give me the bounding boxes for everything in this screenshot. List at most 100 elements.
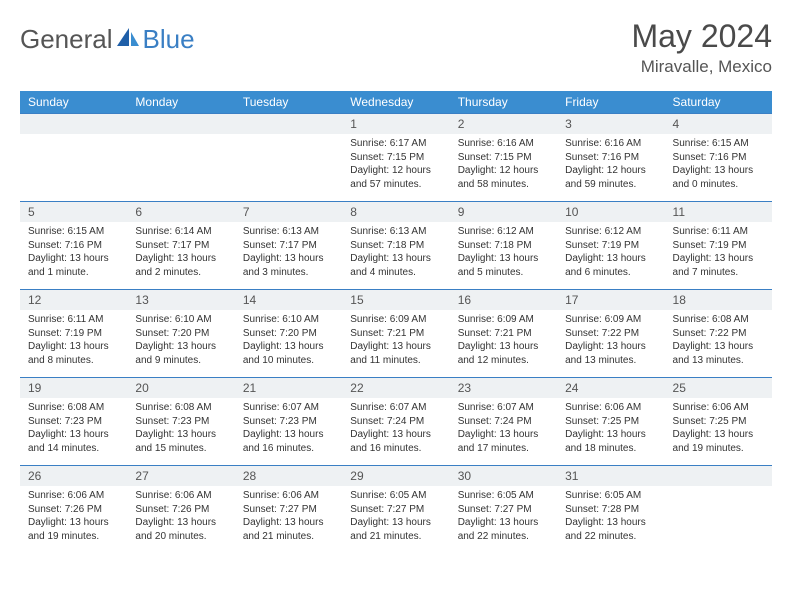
day-cell: 3Sunrise: 6:16 AMSunset: 7:16 PMDaylight…	[557, 114, 664, 202]
daylight-text: Daylight: 13 hours and 11 minutes.	[350, 340, 441, 367]
sunset-text: Sunset: 7:20 PM	[243, 327, 334, 341]
day-cell: 1Sunrise: 6:17 AMSunset: 7:15 PMDaylight…	[342, 114, 449, 202]
daylight-text: Daylight: 13 hours and 16 minutes.	[243, 428, 334, 455]
day-body: Sunrise: 6:06 AMSunset: 7:26 PMDaylight:…	[127, 486, 234, 549]
sunset-text: Sunset: 7:26 PM	[28, 503, 119, 517]
day-body: Sunrise: 6:09 AMSunset: 7:21 PMDaylight:…	[342, 310, 449, 373]
day-number: 31	[557, 466, 664, 486]
day-body: Sunrise: 6:16 AMSunset: 7:16 PMDaylight:…	[557, 134, 664, 197]
day-cell: 16Sunrise: 6:09 AMSunset: 7:21 PMDayligh…	[450, 290, 557, 378]
day-number: 27	[127, 466, 234, 486]
calendar-table: Sunday Monday Tuesday Wednesday Thursday…	[20, 91, 772, 554]
day-number: 8	[342, 202, 449, 222]
day-body: Sunrise: 6:05 AMSunset: 7:27 PMDaylight:…	[342, 486, 449, 549]
day-number: 21	[235, 378, 342, 398]
logo: General Blue	[20, 24, 195, 55]
sunset-text: Sunset: 7:19 PM	[565, 239, 656, 253]
sunset-text: Sunset: 7:25 PM	[565, 415, 656, 429]
sunrise-text: Sunrise: 6:13 AM	[243, 225, 334, 239]
day-number: 23	[450, 378, 557, 398]
day-number: 3	[557, 114, 664, 134]
day-body: Sunrise: 6:07 AMSunset: 7:24 PMDaylight:…	[342, 398, 449, 461]
day-cell: 21Sunrise: 6:07 AMSunset: 7:23 PMDayligh…	[235, 378, 342, 466]
sunrise-text: Sunrise: 6:11 AM	[28, 313, 119, 327]
day-cell: 9Sunrise: 6:12 AMSunset: 7:18 PMDaylight…	[450, 202, 557, 290]
day-number: 2	[450, 114, 557, 134]
day-cell: 20Sunrise: 6:08 AMSunset: 7:23 PMDayligh…	[127, 378, 234, 466]
day-cell: 8Sunrise: 6:13 AMSunset: 7:18 PMDaylight…	[342, 202, 449, 290]
day-body: Sunrise: 6:08 AMSunset: 7:23 PMDaylight:…	[20, 398, 127, 461]
day-cell: 22Sunrise: 6:07 AMSunset: 7:24 PMDayligh…	[342, 378, 449, 466]
day-number: 11	[665, 202, 772, 222]
location: Miravalle, Mexico	[631, 57, 772, 77]
sunset-text: Sunset: 7:21 PM	[458, 327, 549, 341]
daylight-text: Daylight: 12 hours and 59 minutes.	[565, 164, 656, 191]
daylight-text: Daylight: 13 hours and 21 minutes.	[350, 516, 441, 543]
day-number: 18	[665, 290, 772, 310]
day-number: 20	[127, 378, 234, 398]
sunrise-text: Sunrise: 6:08 AM	[135, 401, 226, 415]
dow-friday: Friday	[557, 91, 664, 114]
daylight-text: Daylight: 12 hours and 57 minutes.	[350, 164, 441, 191]
day-number: 13	[127, 290, 234, 310]
sunrise-text: Sunrise: 6:06 AM	[673, 401, 764, 415]
daylight-text: Daylight: 13 hours and 14 minutes.	[28, 428, 119, 455]
day-cell	[127, 114, 234, 202]
week-row: 1Sunrise: 6:17 AMSunset: 7:15 PMDaylight…	[20, 114, 772, 202]
day-number: 15	[342, 290, 449, 310]
sunset-text: Sunset: 7:22 PM	[673, 327, 764, 341]
day-cell: 7Sunrise: 6:13 AMSunset: 7:17 PMDaylight…	[235, 202, 342, 290]
sunrise-text: Sunrise: 6:06 AM	[28, 489, 119, 503]
day-cell: 6Sunrise: 6:14 AMSunset: 7:17 PMDaylight…	[127, 202, 234, 290]
daylight-text: Daylight: 13 hours and 22 minutes.	[565, 516, 656, 543]
sunrise-text: Sunrise: 6:14 AM	[135, 225, 226, 239]
day-cell: 15Sunrise: 6:09 AMSunset: 7:21 PMDayligh…	[342, 290, 449, 378]
day-body: Sunrise: 6:14 AMSunset: 7:17 PMDaylight:…	[127, 222, 234, 285]
day-cell: 13Sunrise: 6:10 AMSunset: 7:20 PMDayligh…	[127, 290, 234, 378]
week-row: 5Sunrise: 6:15 AMSunset: 7:16 PMDaylight…	[20, 202, 772, 290]
dow-wednesday: Wednesday	[342, 91, 449, 114]
daylight-text: Daylight: 13 hours and 21 minutes.	[243, 516, 334, 543]
sunrise-text: Sunrise: 6:07 AM	[350, 401, 441, 415]
sunset-text: Sunset: 7:27 PM	[458, 503, 549, 517]
daylight-text: Daylight: 13 hours and 15 minutes.	[135, 428, 226, 455]
day-body: Sunrise: 6:07 AMSunset: 7:23 PMDaylight:…	[235, 398, 342, 461]
day-cell: 12Sunrise: 6:11 AMSunset: 7:19 PMDayligh…	[20, 290, 127, 378]
day-number-empty	[20, 114, 127, 134]
sunset-text: Sunset: 7:22 PM	[565, 327, 656, 341]
daylight-text: Daylight: 13 hours and 6 minutes.	[565, 252, 656, 279]
sunset-text: Sunset: 7:18 PM	[350, 239, 441, 253]
sunrise-text: Sunrise: 6:13 AM	[350, 225, 441, 239]
day-body: Sunrise: 6:08 AMSunset: 7:23 PMDaylight:…	[127, 398, 234, 461]
day-body: Sunrise: 6:15 AMSunset: 7:16 PMDaylight:…	[20, 222, 127, 285]
sunrise-text: Sunrise: 6:09 AM	[458, 313, 549, 327]
dow-row: Sunday Monday Tuesday Wednesday Thursday…	[20, 91, 772, 114]
daylight-text: Daylight: 13 hours and 0 minutes.	[673, 164, 764, 191]
logo-text-blue: Blue	[143, 24, 195, 55]
sunrise-text: Sunrise: 6:09 AM	[350, 313, 441, 327]
sunrise-text: Sunrise: 6:09 AM	[565, 313, 656, 327]
sunset-text: Sunset: 7:19 PM	[673, 239, 764, 253]
day-cell: 24Sunrise: 6:06 AMSunset: 7:25 PMDayligh…	[557, 378, 664, 466]
title-block: May 2024 Miravalle, Mexico	[631, 18, 772, 77]
sunrise-text: Sunrise: 6:12 AM	[565, 225, 656, 239]
day-number: 7	[235, 202, 342, 222]
week-row: 19Sunrise: 6:08 AMSunset: 7:23 PMDayligh…	[20, 378, 772, 466]
day-cell: 10Sunrise: 6:12 AMSunset: 7:19 PMDayligh…	[557, 202, 664, 290]
day-cell: 30Sunrise: 6:05 AMSunset: 7:27 PMDayligh…	[450, 466, 557, 554]
day-body: Sunrise: 6:15 AMSunset: 7:16 PMDaylight:…	[665, 134, 772, 197]
sunrise-text: Sunrise: 6:08 AM	[28, 401, 119, 415]
day-cell: 27Sunrise: 6:06 AMSunset: 7:26 PMDayligh…	[127, 466, 234, 554]
dow-monday: Monday	[127, 91, 234, 114]
dow-sunday: Sunday	[20, 91, 127, 114]
day-cell	[665, 466, 772, 554]
day-number: 1	[342, 114, 449, 134]
sunset-text: Sunset: 7:16 PM	[673, 151, 764, 165]
sunrise-text: Sunrise: 6:07 AM	[243, 401, 334, 415]
day-number: 29	[342, 466, 449, 486]
sunrise-text: Sunrise: 6:05 AM	[565, 489, 656, 503]
day-number-empty	[235, 114, 342, 134]
sunrise-text: Sunrise: 6:15 AM	[673, 137, 764, 151]
sunrise-text: Sunrise: 6:07 AM	[458, 401, 549, 415]
daylight-text: Daylight: 13 hours and 22 minutes.	[458, 516, 549, 543]
